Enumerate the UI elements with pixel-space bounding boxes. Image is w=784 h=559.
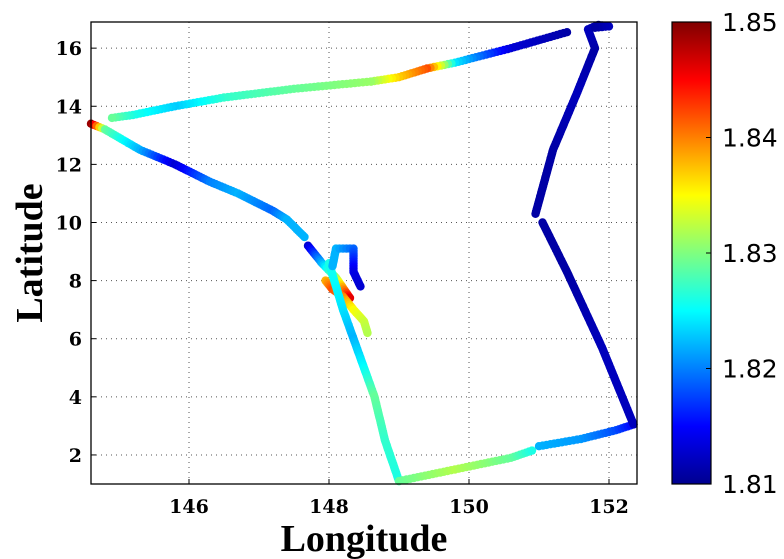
ship-track (86, 20, 638, 486)
y-tick-label: 6 (69, 329, 82, 351)
plot-frame (90, 21, 638, 485)
colorbar-tick-label: 1.81 (722, 470, 778, 499)
y-tick-label: 2 (69, 445, 82, 467)
colorbar-tick-label: 1.85 (722, 8, 778, 37)
x-tick-label: 146 (169, 496, 209, 518)
colorbar-tick-label: 1.83 (722, 239, 778, 268)
track-point (356, 282, 365, 291)
y-tick-label: 16 (56, 38, 82, 60)
y-tick-label: 8 (69, 271, 82, 293)
colorbar-tick-label: 1.84 (722, 124, 778, 153)
track-point (590, 23, 600, 32)
track-point (107, 113, 117, 123)
track-point (527, 446, 537, 455)
y-axis: 2 4 6 8 10 12 14 16 (56, 38, 96, 467)
y-tick-label: 14 (56, 96, 82, 118)
y-axis-title: Latitude (9, 183, 51, 322)
colorbar (671, 21, 712, 485)
colorbar-tick-label: 1.82 (722, 355, 778, 384)
y-tick-label: 12 (56, 154, 82, 176)
x-axis-title: Longitude (281, 518, 448, 559)
x-tick-label: 148 (309, 496, 349, 518)
y-tick-label: 10 (56, 212, 82, 234)
x-tick-label: 152 (589, 496, 629, 518)
colorbar-ticks: 1.81 1.82 1.83 1.84 1.85 (706, 8, 778, 499)
track-point (538, 218, 547, 227)
track-point (363, 328, 372, 338)
y-tick-label: 4 (69, 387, 82, 409)
x-axis: 146 148 150 152 (169, 479, 629, 518)
x-tick-label: 150 (449, 496, 489, 518)
track-point (300, 232, 309, 242)
